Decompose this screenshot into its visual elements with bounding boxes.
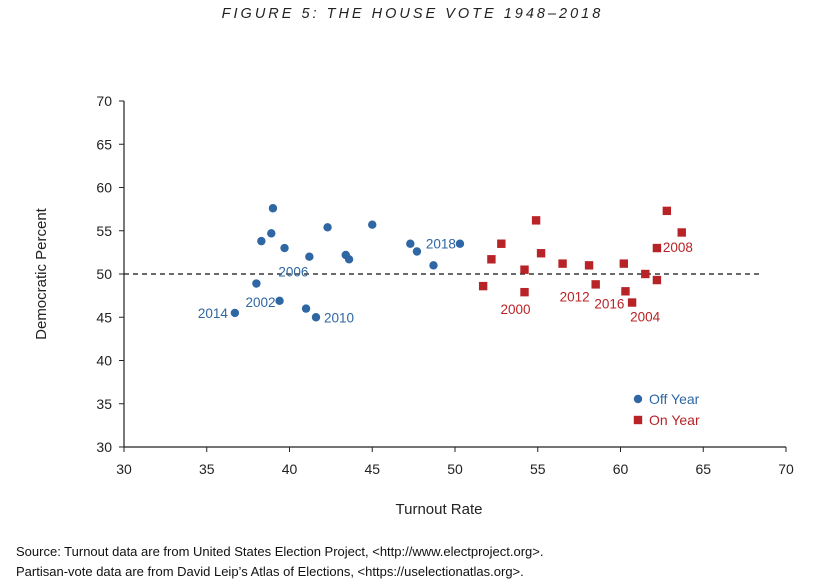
on-year-point — [536, 249, 546, 258]
off-year-point — [323, 223, 332, 232]
off-year-point — [429, 261, 438, 270]
on-year-point — [641, 269, 650, 279]
off-year-point — [412, 247, 422, 256]
y-tick-label: 60 — [96, 180, 112, 196]
y-tick-label: 40 — [96, 353, 112, 369]
point-label: 2018 — [426, 237, 456, 252]
legend-item-off-year: Off Year — [633, 391, 700, 407]
off-year-point — [257, 236, 266, 246]
point-label: 2004 — [630, 310, 661, 325]
y-tick-label: 70 — [96, 93, 112, 109]
point-label: 2006 — [278, 265, 308, 280]
legend-off-year-marker — [633, 394, 643, 404]
on-year-point — [478, 281, 488, 291]
x-tick-label: 40 — [282, 461, 298, 477]
point-label: 2014 — [198, 306, 229, 321]
legend-item-on-year: On Year — [633, 412, 700, 428]
y-tick-label: 45 — [96, 309, 112, 325]
x-tick-label: 55 — [530, 461, 546, 477]
on-year-point — [497, 239, 506, 248]
off-year-point — [406, 239, 415, 248]
on-year-point — [531, 216, 541, 225]
legend-off-year-label: Off Year — [649, 391, 700, 407]
off-year-point — [368, 220, 377, 229]
off-year-point — [268, 204, 278, 213]
off-year-point — [301, 304, 311, 313]
legend-on-year-marker — [633, 415, 643, 425]
off-year-point — [305, 252, 314, 261]
off-year-point — [230, 308, 240, 318]
x-tick-label: 70 — [778, 461, 794, 477]
on-year-point — [584, 261, 594, 270]
on-year-point — [652, 243, 662, 253]
y-tick-label: 55 — [96, 223, 112, 239]
point-label: 2016 — [594, 296, 624, 311]
on-year-point — [520, 265, 529, 274]
on-year-point — [662, 206, 672, 216]
on-year-point — [677, 228, 686, 237]
y-tick-label: 30 — [96, 439, 112, 455]
point-label: 2010 — [324, 310, 354, 325]
legend-on-year-label: On Year — [649, 412, 700, 428]
source-note-line-2: Partisan-vote data are from David Leip’s… — [16, 564, 524, 579]
point-label: 2002 — [246, 295, 276, 310]
axis-ticks: 30 35 40 45 50 55 60 65 70 30 35 40 45 50 55 60 65 70 — [96, 93, 794, 477]
source-note-line-1: Source: Turnout data are from United Sta… — [16, 544, 544, 559]
x-tick-label: 65 — [695, 461, 711, 477]
figure-title: FIGURE 5: THE HOUSE VOTE 1948–2018 — [221, 6, 604, 22]
point-label: 2000 — [501, 302, 531, 317]
off-year-point — [280, 243, 289, 253]
y-tick-label: 65 — [96, 136, 112, 152]
on-year-point — [487, 255, 496, 264]
legend: Off Year On Year — [633, 391, 700, 428]
on-year-point — [591, 280, 600, 289]
x-tick-label: 30 — [116, 461, 132, 477]
x-tick-label: 35 — [199, 461, 215, 477]
x-tick-label: 45 — [364, 461, 380, 477]
scatter-chart: 30 35 40 45 50 55 60 65 70 30 35 40 45 50 55 60 65 70 201… — [33, 93, 794, 518]
point-label: 2012 — [560, 289, 590, 304]
on-year-point — [652, 275, 662, 285]
y-tick-label: 35 — [96, 396, 112, 412]
x-tick-label: 60 — [613, 461, 629, 477]
off-year-point — [267, 229, 276, 238]
off-year-point — [344, 255, 354, 264]
off-year-point — [275, 296, 284, 306]
off-year-point — [455, 239, 465, 248]
on-year-point — [621, 287, 630, 296]
on-year-point — [627, 298, 637, 307]
data-points — [230, 204, 686, 322]
off-year-point — [311, 313, 321, 322]
point-label: 2008 — [663, 240, 693, 255]
on-year-point — [619, 259, 629, 268]
on-year-point — [520, 287, 529, 297]
on-year-point — [558, 259, 567, 268]
y-tick-label: 50 — [96, 266, 112, 282]
off-year-point — [252, 279, 261, 288]
x-tick-label: 50 — [447, 461, 463, 477]
x-axis-label: Turnout Rate — [396, 501, 483, 518]
y-axis-label: Democratic Percent — [33, 207, 50, 340]
